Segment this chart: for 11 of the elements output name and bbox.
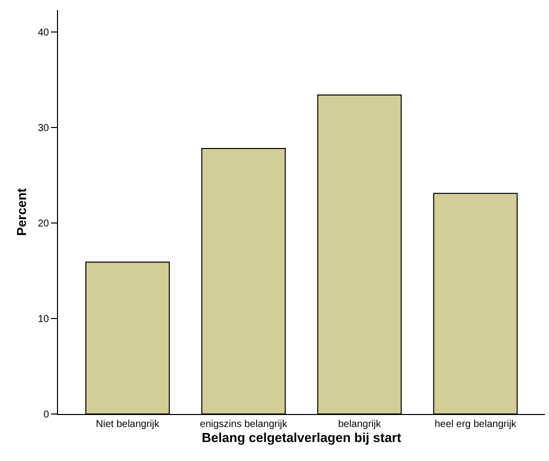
y-tick-label: 10: [38, 314, 50, 325]
x-tick-label: heel erg belangrijk: [434, 419, 518, 430]
x-tick-label: Niet belangrijk: [96, 419, 160, 430]
y-tick-label: 20: [38, 218, 50, 230]
y-axis-title: Percent: [14, 187, 29, 236]
x-tick-label: enigszins belangrijk: [200, 419, 288, 430]
x-tick-label: belangrijk: [338, 419, 382, 430]
y-tick-label: 0: [43, 410, 50, 420]
y-tick-label: 30: [38, 122, 50, 134]
x-axis-title: Belang celgetalverlagen bij start: [202, 430, 402, 445]
y-tick-label: 40: [38, 27, 50, 38]
